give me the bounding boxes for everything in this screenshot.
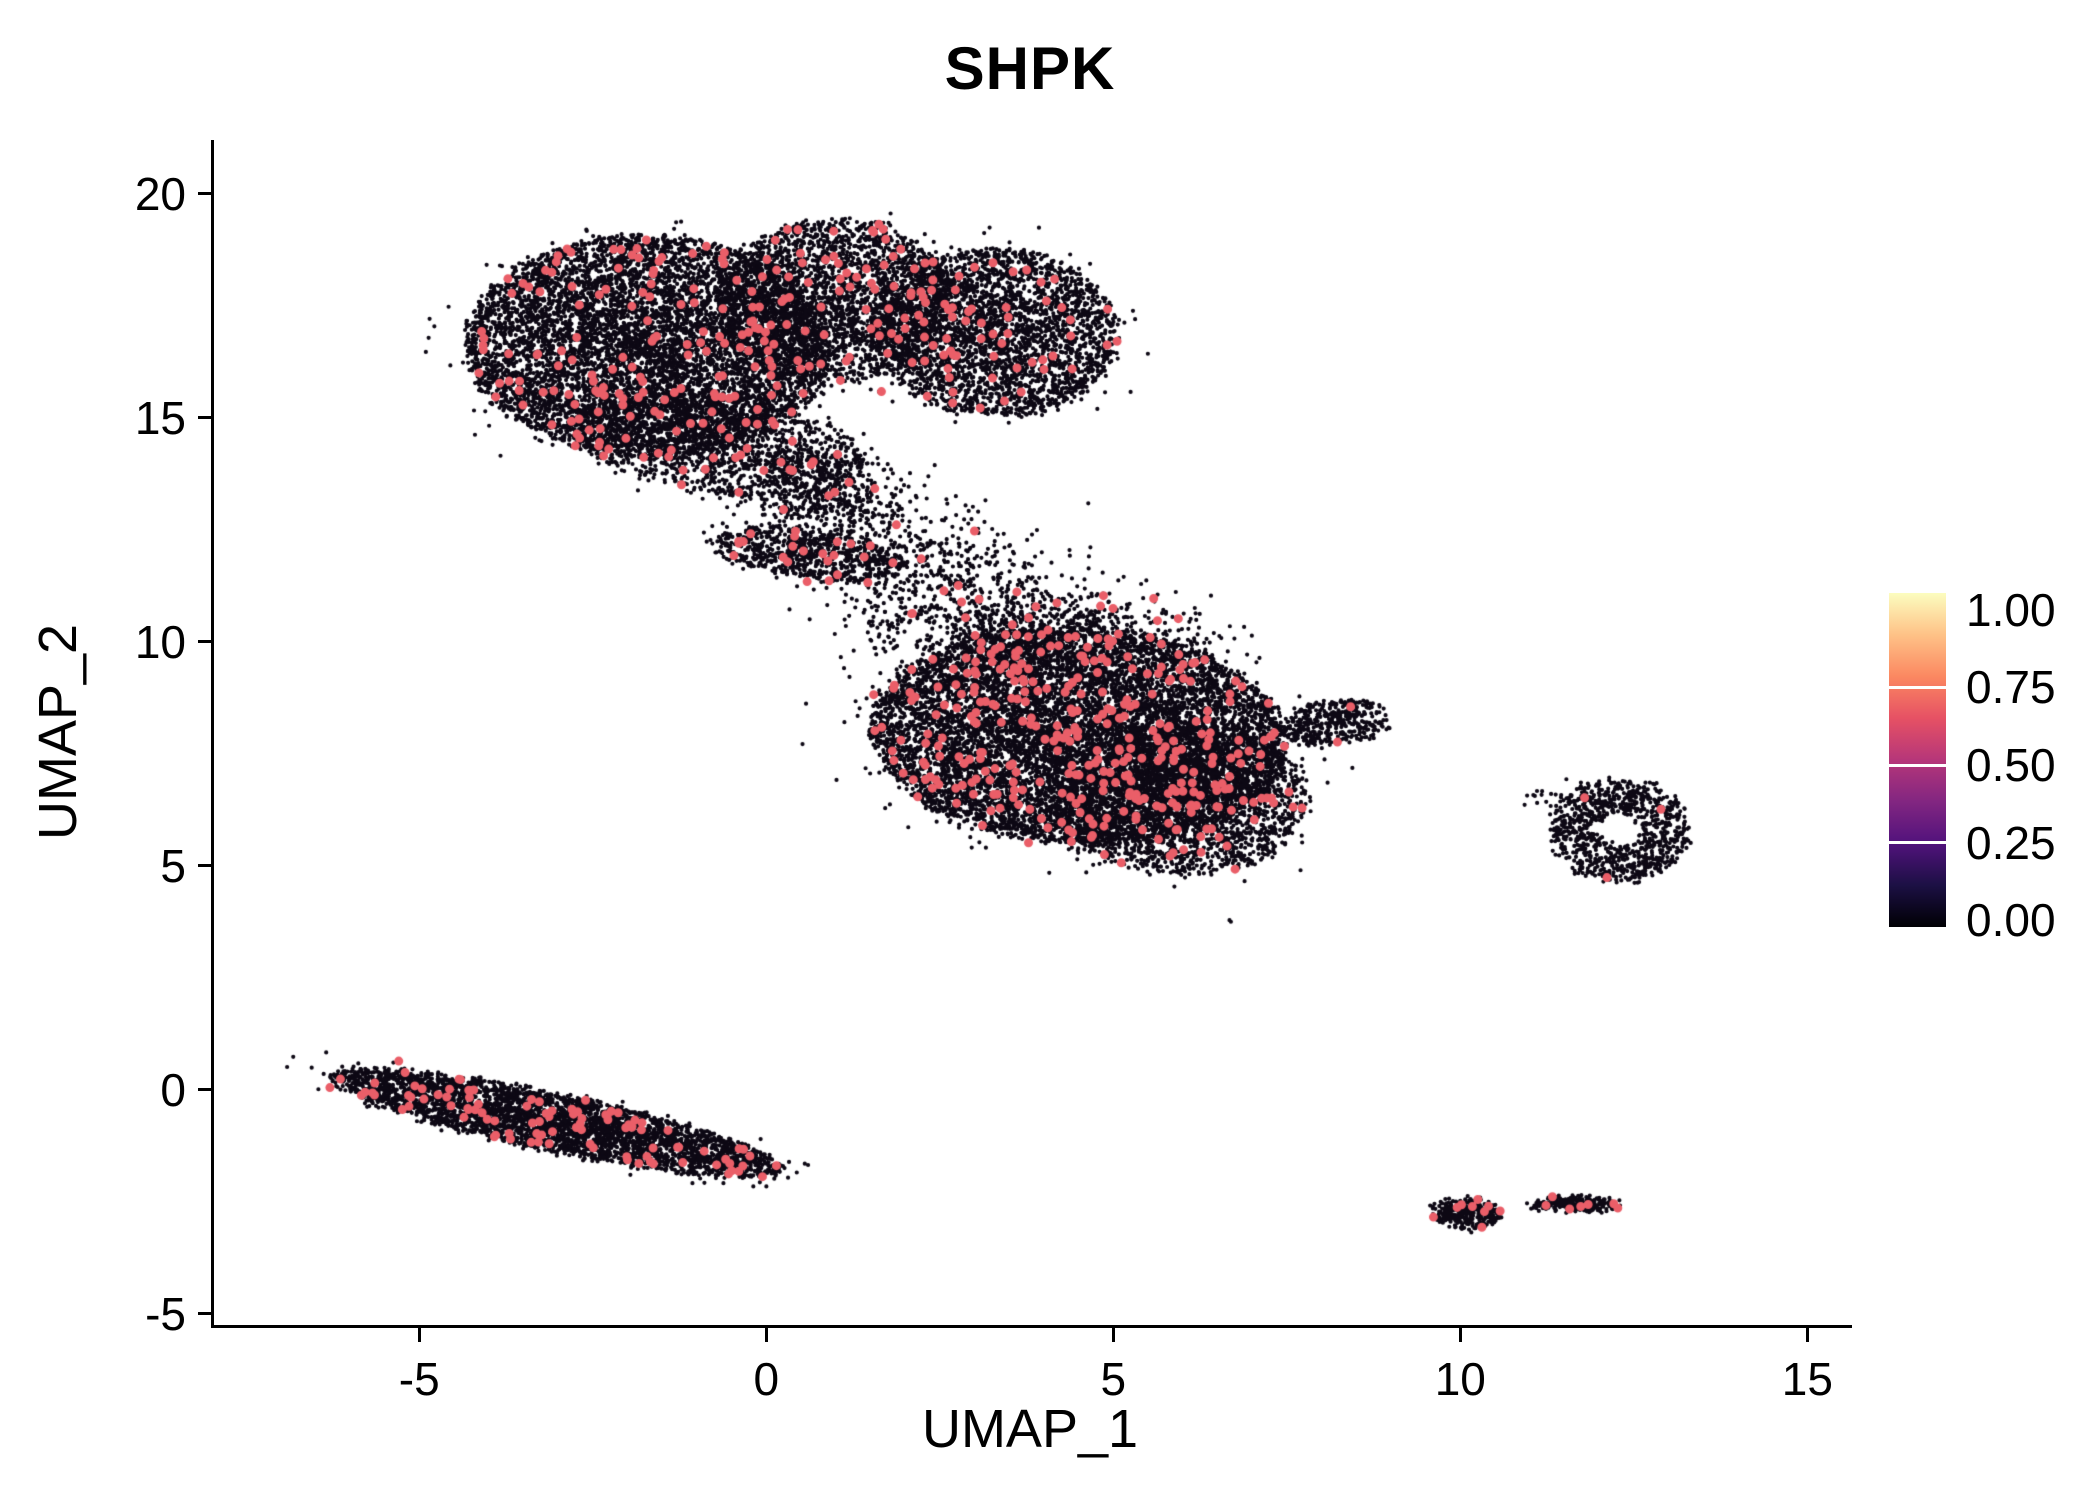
y-axis-tick bbox=[198, 416, 212, 420]
x-axis-tick bbox=[764, 1328, 768, 1342]
x-axis-tick bbox=[1458, 1328, 1462, 1342]
legend-tick-label: 1.00 bbox=[1966, 583, 2056, 636]
legend-tick bbox=[1889, 763, 1946, 767]
legend-tick-label: 0.50 bbox=[1966, 739, 2056, 791]
y-axis-tick bbox=[198, 192, 212, 196]
y-axis-tick-label: 5 bbox=[160, 839, 186, 892]
y-axis-tick-label: 10 bbox=[134, 615, 186, 668]
x-axis-tick-label: 10 bbox=[1434, 1353, 1486, 1405]
legend-tick-label: 0.00 bbox=[1966, 894, 2056, 947]
y-axis-tick-label: 20 bbox=[134, 167, 186, 220]
legend-tick-label: 0.25 bbox=[1966, 816, 2056, 869]
y-axis-tick bbox=[198, 1088, 212, 1092]
legend-tick-label: 0.75 bbox=[1966, 661, 2056, 714]
y-axis-label: UMAP_2 bbox=[28, 623, 88, 841]
x-axis-tick bbox=[417, 1328, 421, 1342]
x-axis-tick bbox=[1805, 1328, 1809, 1342]
plot-title: SHPK bbox=[944, 35, 1116, 102]
colorbar bbox=[1889, 593, 1946, 927]
y-axis-tick-label: -5 bbox=[145, 1287, 186, 1340]
x-axis-tick-label: 5 bbox=[1100, 1353, 1127, 1405]
legend-tick bbox=[1889, 841, 1946, 845]
x-axis-label: UMAP_1 bbox=[921, 1399, 1139, 1459]
x-axis-tick-label: 0 bbox=[753, 1353, 780, 1405]
x-axis-tick-label: 15 bbox=[1781, 1353, 1833, 1405]
x-axis-tick-label: -5 bbox=[398, 1353, 440, 1405]
x-axis-tick bbox=[1111, 1328, 1115, 1342]
y-axis-tick-label: 0 bbox=[160, 1063, 186, 1116]
y-axis-tick bbox=[198, 640, 212, 644]
y-axis-tick bbox=[198, 1312, 212, 1316]
y-axis-tick-label: 15 bbox=[134, 391, 186, 444]
legend-tick bbox=[1889, 685, 1946, 689]
y-axis-tick bbox=[198, 864, 212, 868]
plot-axes-box bbox=[211, 140, 1852, 1328]
